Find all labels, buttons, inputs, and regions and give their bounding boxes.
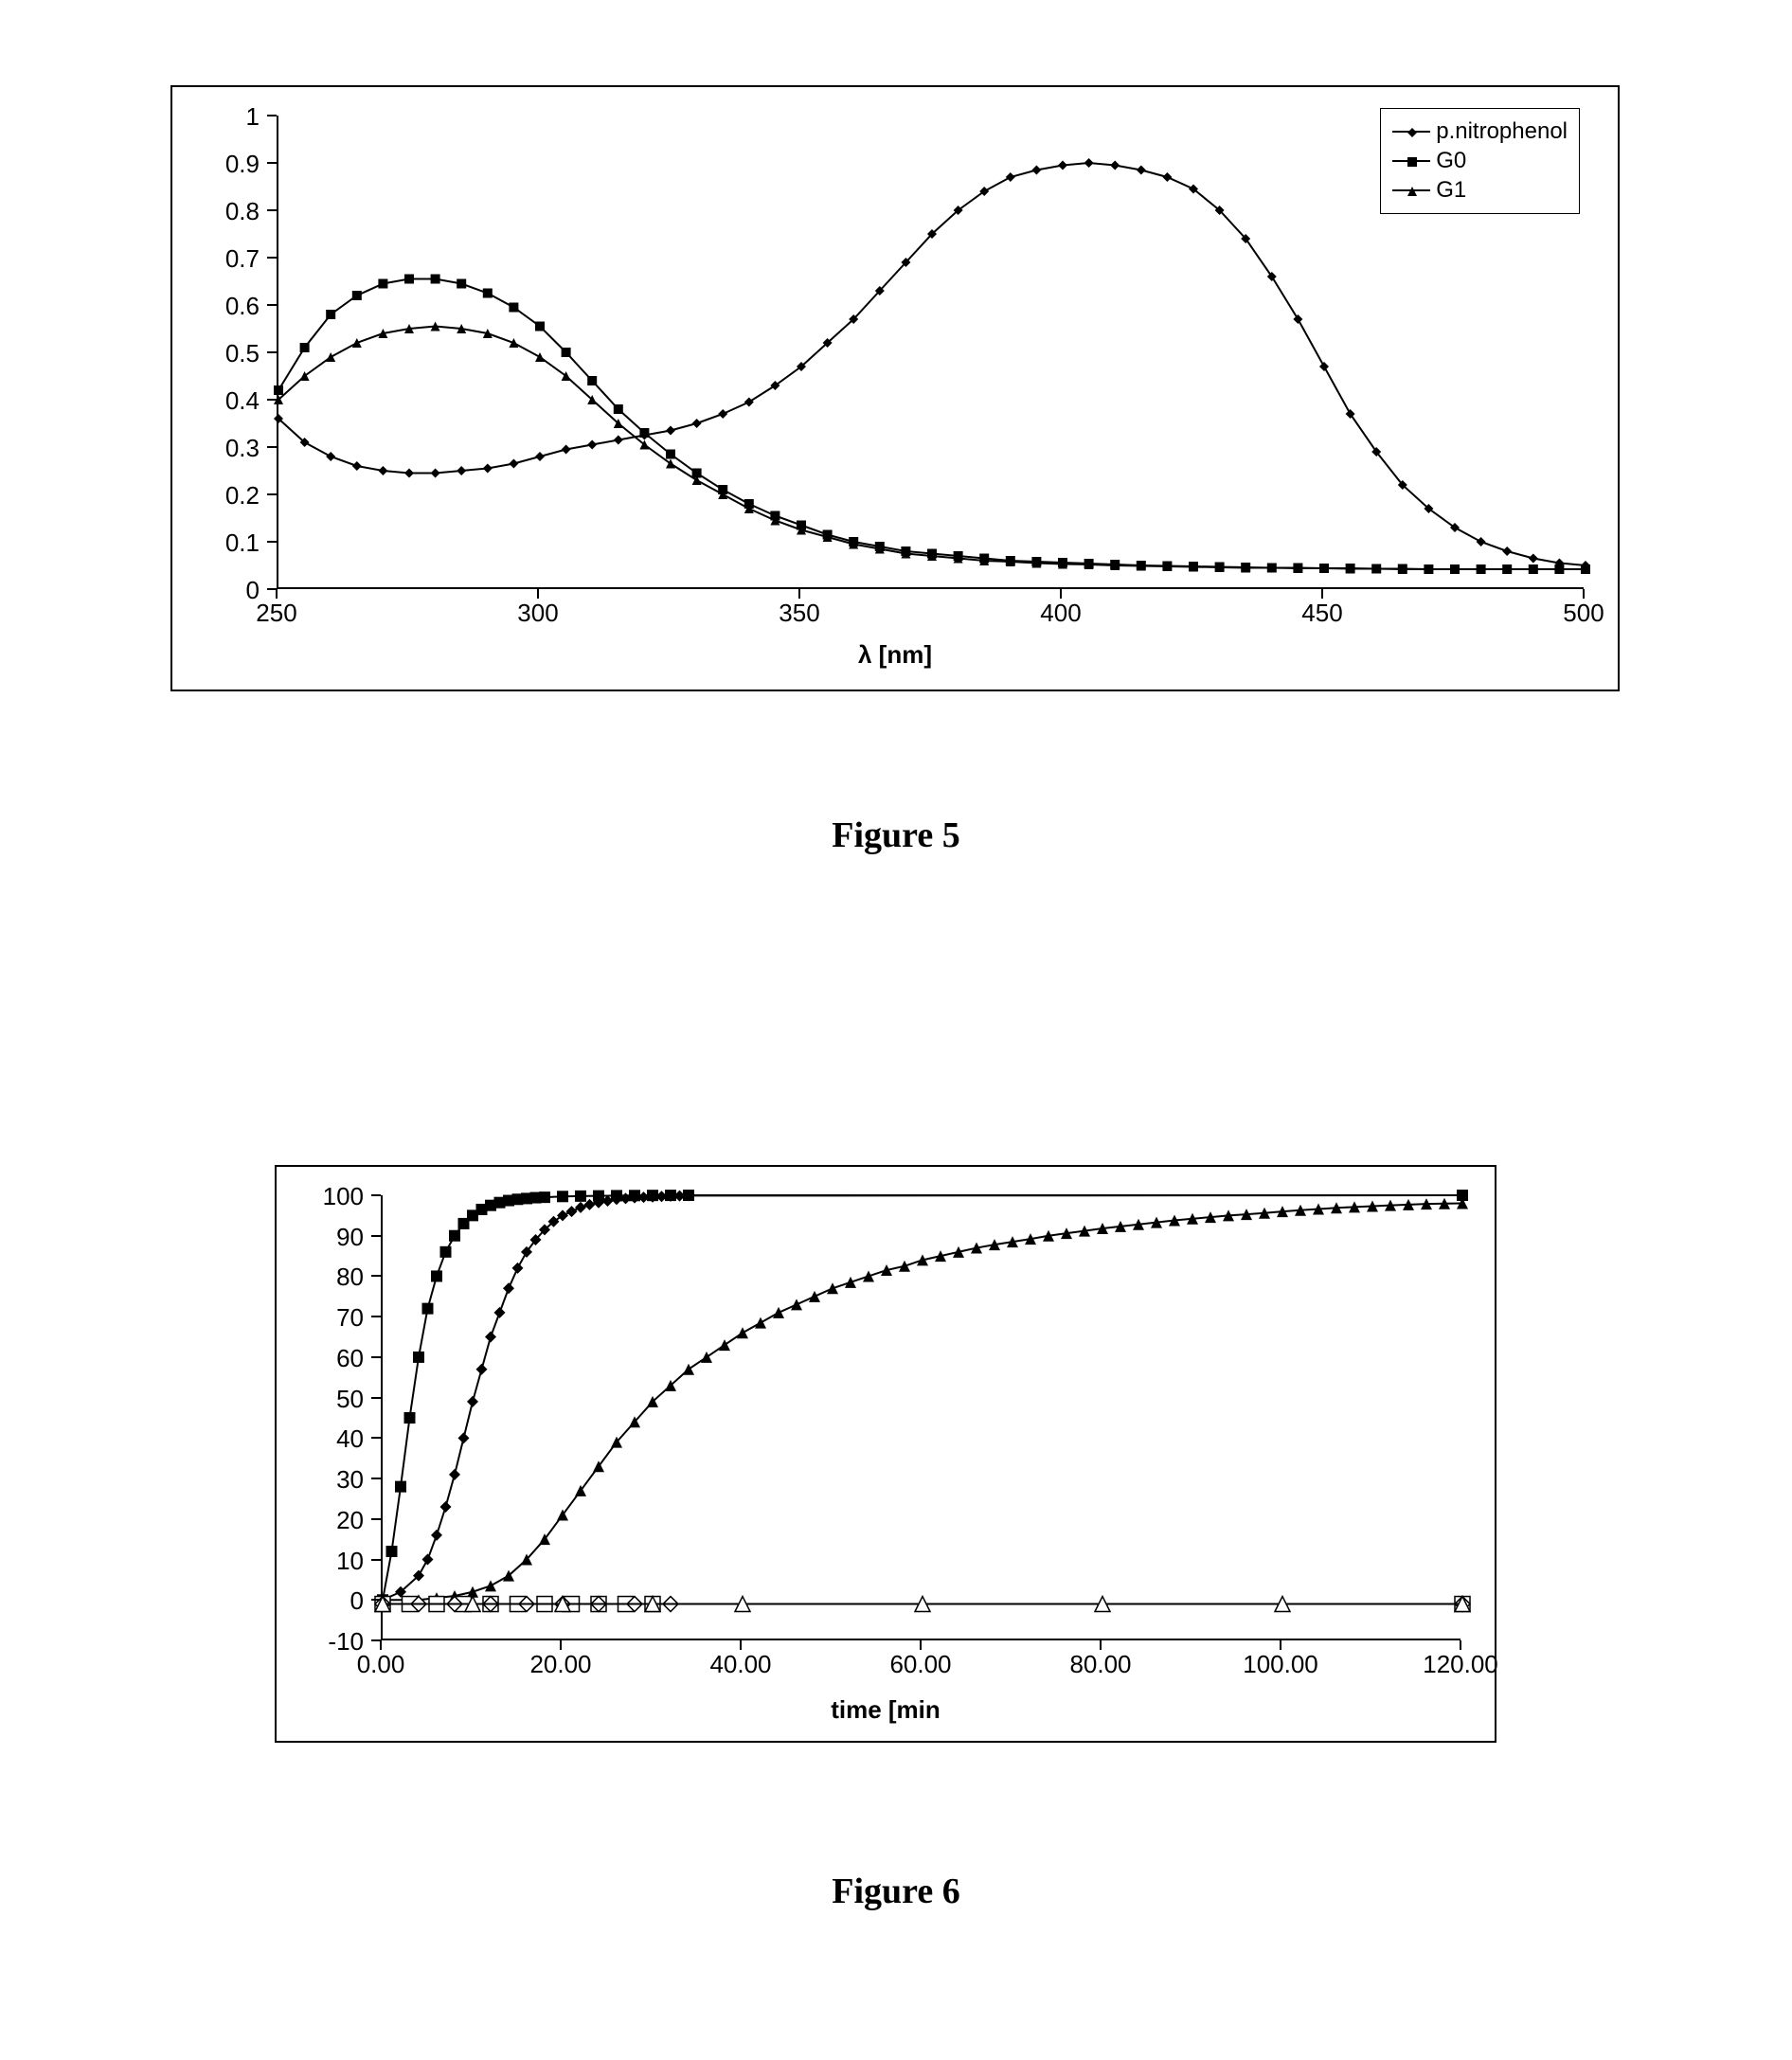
figure6-xtick-label: 60.00	[873, 1650, 968, 1679]
figure6-frame: -100102030405060708090100 0.0020.0040.00…	[275, 1165, 1496, 1743]
figure6-ytick-label: 40	[297, 1424, 364, 1454]
figure5-ytick-label: 0.9	[193, 150, 260, 179]
figure5-ytick-label: 0.6	[193, 292, 260, 321]
figure5-frame: 00.10.20.30.40.50.60.70.80.91 2503003504…	[170, 85, 1620, 691]
figure5-ytick-label: 0.8	[193, 197, 260, 226]
figure6-xtick-label: 40.00	[693, 1650, 788, 1679]
figure5-ytick-label: 0.1	[193, 528, 260, 558]
figure5-ytick-label: 0.2	[193, 481, 260, 511]
figure6-block: -100102030405060708090100 0.0020.0040.00…	[275, 1165, 1496, 1743]
figure6-ytick-label: 30	[297, 1465, 364, 1495]
figure5-legend-item: p.nitrophenol	[1392, 116, 1568, 146]
figure6-caption: Figure 6	[0, 1871, 1792, 1912]
figure5-legend-item: G1	[1392, 175, 1568, 205]
figure6-ytick-label: 90	[297, 1223, 364, 1252]
figure6-xtick-label: 80.00	[1053, 1650, 1148, 1679]
figure5-ytick-label: 0.4	[193, 386, 260, 416]
figure6-ytick-label: 50	[297, 1385, 364, 1414]
figure6-ytick-label: 60	[297, 1344, 364, 1373]
figure5-legend: p.nitrophenolG0G1	[1380, 108, 1580, 214]
figure6-ytick-label: 100	[297, 1182, 364, 1211]
figure5-legend-label: G1	[1436, 175, 1466, 205]
figure6-xtick-label: 100.00	[1233, 1650, 1328, 1679]
figure5-xtick-label: 300	[500, 599, 576, 628]
figure5-xtick-label: 450	[1284, 599, 1360, 628]
figure5-ytick-label: 0.5	[193, 339, 260, 368]
figure6-ytick-label: 80	[297, 1263, 364, 1292]
figure6-ytick-label: 70	[297, 1303, 364, 1333]
figure5-xlabel: λ [nm]	[172, 640, 1618, 670]
figure5-caption: Figure 5	[0, 815, 1792, 856]
figure5-xtick-label: 500	[1546, 599, 1622, 628]
figure5-legend-item: G0	[1392, 146, 1568, 175]
figure6-ytick-label: 10	[297, 1547, 364, 1576]
figure5-ytick-label: 0.7	[193, 244, 260, 274]
figure6-xtick-label: 120.00	[1413, 1650, 1508, 1679]
figure5-legend-label: p.nitrophenol	[1436, 116, 1568, 146]
figure5-xtick-label: 400	[1023, 599, 1099, 628]
figure6-xtick-label: 20.00	[513, 1650, 608, 1679]
figure6-ytick-label: 20	[297, 1506, 364, 1535]
figure6-xtick-label: 0.00	[333, 1650, 428, 1679]
figure6-xlabel: time [min	[277, 1695, 1495, 1725]
figure6-ytick-label: 0	[297, 1586, 364, 1616]
page: 0 0.1 0.2 0.3 0.4 0.5 0.6 0.7 0.8 0.9 1 250 300 350 4…	[0, 0, 1792, 2060]
figure5-block: 00.10.20.30.40.50.60.70.80.91 2503003504…	[170, 85, 1620, 691]
figure5-xtick-label: 350	[762, 599, 837, 628]
figure5-ytick-label: 1	[193, 102, 260, 132]
figure6-plot-area	[381, 1195, 1460, 1640]
figure6-svg	[383, 1195, 1462, 1640]
figure5-legend-label: G0	[1436, 146, 1466, 175]
figure5-xtick-label: 250	[239, 599, 314, 628]
figure5-ytick-label: 0.3	[193, 434, 260, 463]
